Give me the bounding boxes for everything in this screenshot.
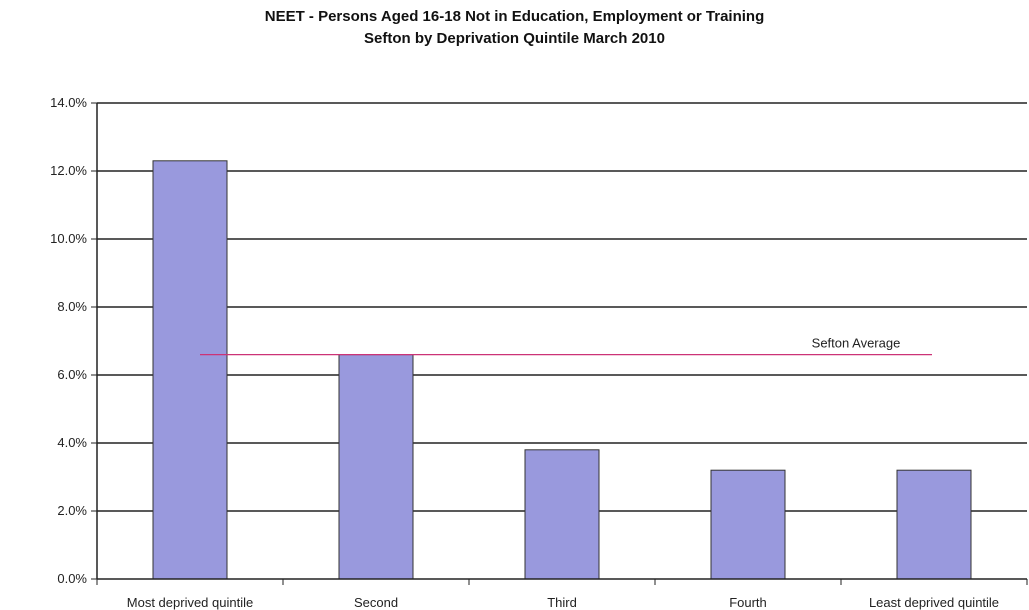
y-tick-label: 6.0%	[57, 367, 87, 382]
chart-title: NEET - Persons Aged 16-18 Not in Educati…	[264, 8, 765, 25]
x-tick-label: Third	[547, 595, 577, 610]
reference-line-group: Sefton Average	[200, 336, 932, 356]
y-tick-label: 12.0%	[50, 163, 87, 178]
bar	[896, 469, 972, 580]
bars	[152, 160, 972, 580]
y-tick-label: 0.0%	[57, 571, 87, 586]
bar	[338, 354, 414, 580]
y-tick-label: 2.0%	[57, 503, 87, 518]
y-tick-label: 4.0%	[57, 435, 87, 450]
axis-labels: 0.0% 2.0% 4.0% 6.0% 8.0% 10.0% 12.0% 14.0% Most …	[50, 95, 999, 610]
bar	[710, 469, 786, 580]
bar	[524, 449, 600, 580]
axes	[91, 102, 1028, 585]
gridlines	[97, 102, 1027, 512]
y-tick-label: 8.0%	[57, 299, 87, 314]
x-tick-label: Least deprived quintile	[869, 595, 999, 610]
chart-subtitle: Sefton by Deprivation Quintile March 201…	[364, 30, 665, 47]
bar	[152, 160, 228, 580]
y-tick-label: 10.0%	[50, 231, 87, 246]
reference-line-label: Sefton Average	[812, 336, 901, 351]
x-tick-label: Fourth	[729, 595, 767, 610]
x-tick-label: Second	[354, 595, 398, 610]
y-tick-label: 14.0%	[50, 95, 87, 110]
x-tick-label: Most deprived quintile	[127, 595, 253, 610]
